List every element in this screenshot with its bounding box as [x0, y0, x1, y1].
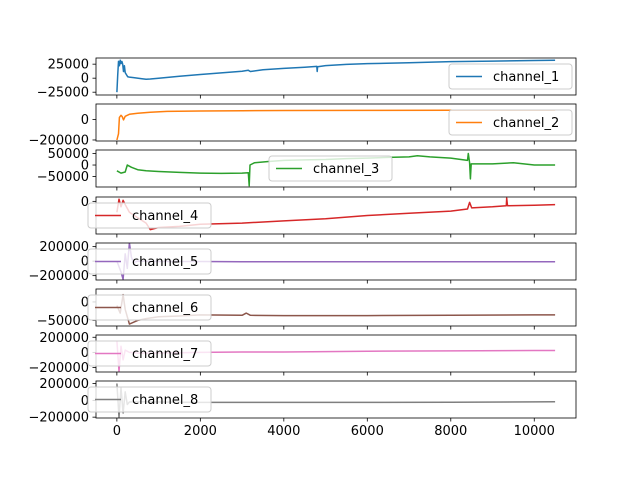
y-tick-label: −200000: [28, 361, 89, 376]
subplot-channel_6: −50000 0 channel_6: [37, 288, 577, 330]
series-line-channel_2: [116, 109, 556, 141]
legend-channel_2: channel_2: [448, 109, 573, 136]
legend-channel_5: channel_5: [87, 248, 212, 275]
y-tick-label: 0: [81, 159, 89, 174]
subplot-channel_2: −200000 0 channel_2: [28, 103, 577, 148]
y-tick-label: 50000: [48, 147, 89, 162]
y-tick-label: 0: [81, 72, 89, 87]
legend-box: [87, 386, 212, 413]
legend-label: channel_1: [493, 70, 559, 85]
legend-label: channel_7: [132, 347, 198, 362]
x-tick-label: 0: [113, 424, 121, 439]
legend-box: [87, 294, 212, 321]
y-tick-label: −200000: [28, 133, 89, 148]
y-tick-label: −50000: [37, 170, 89, 185]
y-tick-label: 25000: [48, 58, 89, 73]
y-tick-label: 0: [81, 394, 89, 409]
subplot-channel_8: −200000 0 200000 0 2000 4000 6000 8000 10000 chan…: [28, 377, 577, 439]
axes-frame: [95, 149, 577, 188]
legend-box: [87, 248, 212, 275]
y-tick-label: 200000: [39, 240, 89, 255]
y-tick-label: 0: [81, 113, 89, 128]
x-tick-label: 6000: [351, 424, 384, 439]
y-tick-label: −200000: [28, 411, 89, 426]
y-tick-label: 0: [81, 346, 89, 361]
y-tick-label: −200000: [28, 269, 89, 284]
legend-channel_6: channel_6: [87, 294, 212, 321]
subplot-channel_4: 0 channel_4: [81, 195, 577, 238]
x-tick-label: 10000: [514, 424, 555, 439]
x-tick-label: 8000: [434, 424, 467, 439]
y-tick-label: −25000: [37, 86, 89, 101]
y-tick-label: 0: [81, 295, 89, 310]
legend-label: channel_8: [132, 393, 198, 408]
axes-frame: [95, 57, 577, 96]
legend-channel_4: channel_4: [87, 202, 212, 229]
x-tick-label: 2000: [184, 424, 217, 439]
legend-box: [448, 63, 573, 90]
y-tick-label: 200000: [39, 377, 89, 392]
legend-channel_7: channel_7: [87, 340, 212, 367]
y-tick-label: 200000: [39, 331, 89, 346]
legend-box: [268, 155, 393, 182]
legend-box: [87, 340, 212, 367]
y-tick-label: −50000: [37, 314, 89, 329]
legend-label: channel_5: [132, 255, 198, 270]
legend-channel_8: channel_8: [87, 386, 212, 413]
legend-box: [87, 202, 212, 229]
y-tick-label: 0: [81, 195, 89, 210]
axes-frame: [95, 103, 577, 142]
legend-label: channel_3: [313, 162, 379, 177]
series-line-channel_1: [116, 59, 556, 93]
legend-label: channel_2: [493, 116, 559, 131]
legend-box: [448, 109, 573, 136]
y-tick-label: 0: [81, 255, 89, 270]
legend-label: channel_6: [132, 301, 198, 316]
x-tick-label: 4000: [267, 424, 300, 439]
legend-label: channel_4: [132, 209, 198, 224]
legend-channel_1: channel_1: [448, 63, 573, 90]
legend-channel_3: channel_3: [268, 155, 393, 182]
